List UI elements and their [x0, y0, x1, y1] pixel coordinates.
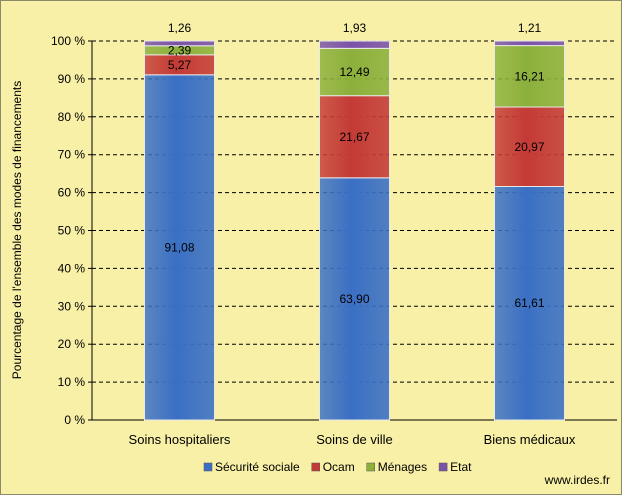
legend-swatch — [203, 462, 213, 472]
legend: Sécurité sociale Ocam Ménages Etat — [203, 460, 472, 474]
legend-item-ocam: Ocam — [311, 460, 355, 474]
x-category-label: Soins hospitaliers — [129, 432, 231, 447]
bar-ocam-soins-de-ville — [319, 95, 390, 179]
y-tick-label: 10 % — [58, 375, 86, 389]
bar-securite-sociale-biens-medicaux — [494, 185, 565, 421]
y-tick-label: 0 % — [64, 413, 85, 427]
legend-swatch — [311, 462, 320, 472]
x-category-label: Soins de ville — [316, 432, 393, 447]
legend-label: Ménages — [378, 460, 427, 474]
legend-item-menages: Ménages — [366, 460, 427, 474]
bar-menages-soins-de-ville — [319, 47, 390, 97]
value-labels: 91,08 5,272,39 1,26 63,90 21,67 12,49 1,93 61,6… — [164, 21, 544, 310]
y-tick-label: 90 % — [58, 72, 86, 86]
bar-ocam-biens-medicaux — [494, 106, 565, 187]
y-tick-label: 30 % — [58, 299, 86, 313]
y-tick-label: 40 % — [58, 261, 86, 275]
y-tick-label: 80 % — [58, 110, 86, 124]
data-label-securite-sociale-soins-hospitaliers: 91,08 — [164, 240, 194, 254]
legend-label: Etat — [450, 460, 472, 474]
bar-securite-sociale-soins-hospitaliers — [144, 74, 215, 421]
data-label-ocam-soins-hospitaliers: 5,27 — [168, 58, 192, 72]
bar-etat-biens-medicaux — [494, 40, 565, 47]
axes: 0 % 10 % 20 % 30 % 40 % 50 % 60 % 70 % 80 % 90 % 1… — [51, 34, 576, 447]
legend-label: Ocam — [323, 460, 355, 474]
legend-item-etat: Etat — [438, 460, 472, 474]
data-label-securite-sociale-soins-de-ville: 63,90 — [339, 292, 369, 306]
legend-item-securite-sociale: Sécurité sociale — [203, 460, 300, 474]
data-label-menages-soins-hospitaliers: 2,39 — [168, 43, 192, 57]
bars — [144, 40, 565, 421]
data-label-etat-biens-medicaux: 1,21 — [518, 21, 542, 35]
data-label-etat-soins-de-ville: 1,93 — [343, 21, 367, 35]
bar-menages-biens-medicaux — [494, 45, 565, 108]
x-category-label: Biens médicaux — [484, 432, 576, 447]
legend-swatch — [366, 462, 375, 472]
bar-etat-soins-de-ville — [319, 40, 390, 49]
data-label-menages-soins-de-ville: 12,49 — [339, 65, 369, 79]
data-label-ocam-biens-medicaux: 20,97 — [514, 140, 544, 154]
y-tick-label: 60 % — [58, 186, 86, 200]
y-axis-label: Pourcentage de l'ensemble des modes de f… — [10, 81, 24, 379]
y-tick-label: 100 % — [51, 34, 85, 48]
y-tick-label: 20 % — [58, 337, 86, 351]
bar-etat-soins-hospitaliers — [144, 40, 215, 47]
data-label-ocam-soins-de-ville: 21,67 — [339, 130, 369, 144]
source-credit: www.irdes.fr — [544, 473, 610, 487]
bar-securite-sociale-soins-de-ville — [319, 177, 390, 421]
legend-label: Sécurité sociale — [215, 460, 300, 474]
y-tick-label: 50 % — [58, 224, 86, 238]
data-label-menages-biens-medicaux: 16,21 — [514, 69, 544, 83]
y-tick-label: 70 % — [58, 148, 86, 162]
data-label-securite-sociale-biens-medicaux: 61,61 — [514, 296, 544, 310]
data-label-etat-soins-hospitaliers: 1,26 — [168, 21, 192, 35]
legend-swatch — [438, 462, 448, 472]
